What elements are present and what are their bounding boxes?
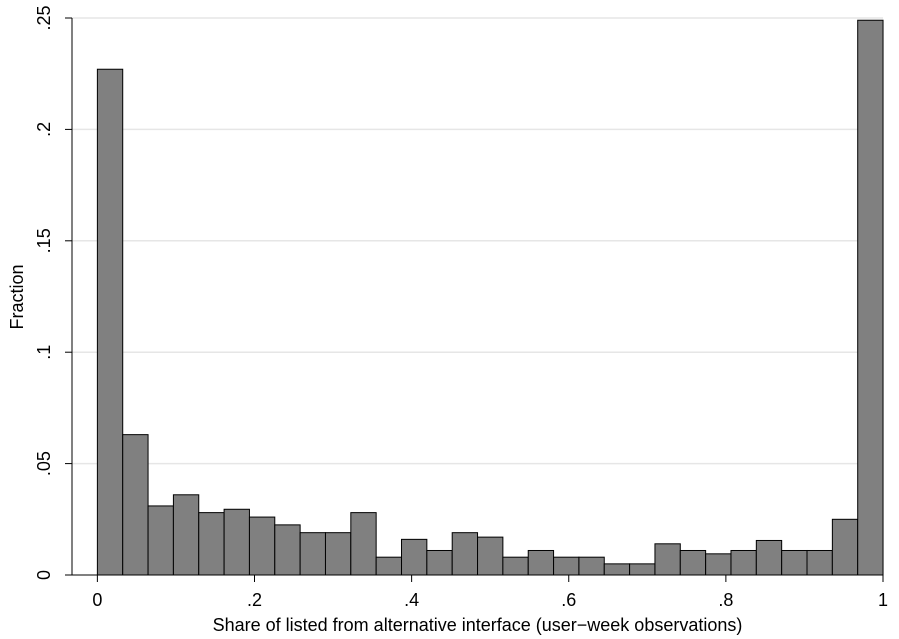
- y-tick-label: .05: [34, 451, 54, 476]
- histogram-bar: [223, 508, 250, 576]
- histogram-bar: [578, 556, 605, 576]
- x-tick-label: .6: [561, 590, 576, 610]
- y-tick-label: .2: [34, 122, 54, 137]
- x-axis-title: Share of listed from alternative interfa…: [213, 615, 743, 635]
- histogram-bar: [426, 549, 453, 576]
- y-axis-ticks: 0 .05 .1 .15 .2 .25: [34, 5, 72, 580]
- histogram-bar: [350, 512, 377, 576]
- histogram-bar: [806, 549, 833, 576]
- histogram-bar: [527, 549, 555, 576]
- histogram-bar: [705, 553, 732, 576]
- x-axis-ticks: 0 .2 .4 .6 .8 1: [92, 575, 888, 610]
- histogram-bar: [477, 536, 504, 576]
- histogram-bar: [324, 532, 352, 576]
- x-tick-label: .2: [247, 590, 262, 610]
- histogram-bar: [603, 563, 631, 576]
- histogram-bar: [274, 524, 301, 576]
- histogram-bar: [248, 516, 276, 576]
- histogram-bar: [831, 518, 859, 576]
- y-tick-label: .1: [34, 345, 54, 360]
- histogram-bar: [730, 549, 757, 576]
- histogram-bars: [96, 19, 884, 576]
- histogram-bar: [96, 68, 124, 576]
- histogram-bar: [122, 434, 149, 576]
- y-tick-label: .25: [34, 5, 54, 30]
- histogram-bar: [654, 543, 681, 576]
- histogram-bar: [553, 556, 580, 576]
- histogram-bar: [857, 19, 884, 576]
- histogram-bar: [198, 512, 225, 576]
- histogram-bar: [375, 556, 403, 576]
- axes: [71, 18, 883, 576]
- y-tick-label: .15: [34, 228, 54, 253]
- histogram-bar: [451, 532, 479, 576]
- histogram-bar: [147, 505, 174, 576]
- x-tick-label: .8: [718, 590, 733, 610]
- histogram-bar: [679, 549, 707, 576]
- gridlines: [72, 17, 883, 465]
- histogram-bar: [172, 494, 200, 576]
- y-axis-title: Fraction: [7, 264, 27, 329]
- histogram-bar: [629, 563, 656, 576]
- histogram-bar: [401, 538, 428, 576]
- histogram-bar: [755, 539, 783, 576]
- histogram-bar: [502, 556, 529, 576]
- y-tick-label: 0: [34, 570, 54, 580]
- x-tick-label: 0: [92, 590, 102, 610]
- x-tick-label: .4: [404, 590, 419, 610]
- histogram-bar: [299, 532, 326, 576]
- histogram-bar: [781, 549, 808, 576]
- x-tick-label: 1: [878, 590, 888, 610]
